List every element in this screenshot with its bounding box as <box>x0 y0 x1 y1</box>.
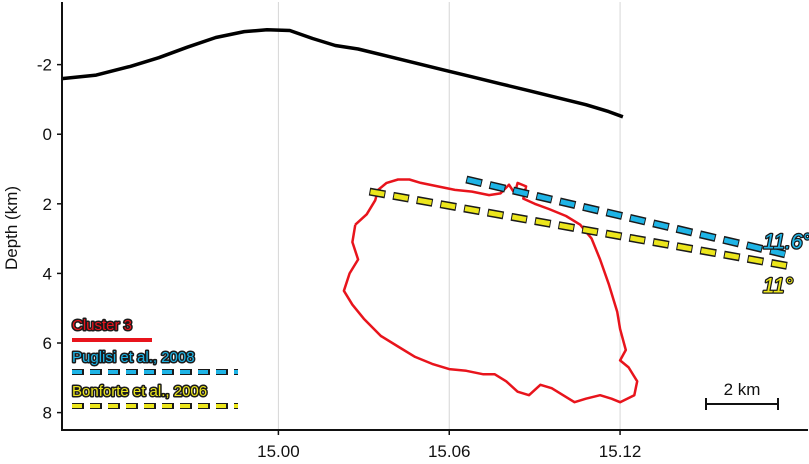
dip-annotations: 11.6° 11° <box>762 229 809 299</box>
y-tick-label: 0 <box>43 125 52 144</box>
dip-angle-label: 11° <box>763 274 793 297</box>
topography-profile <box>61 28 624 119</box>
y-tick-label: -2 <box>37 56 52 75</box>
legend-label: Puglisi et al., 2008 <box>72 349 195 366</box>
x-tick-label: 15.00 <box>257 442 300 461</box>
y-tick-label: 4 <box>43 264 52 283</box>
scale-bar-label: 2 km <box>724 380 761 399</box>
dip-angle-label: 11.6° <box>763 230 809 253</box>
series-dashed-line <box>369 189 792 269</box>
y-axis-title: Depth (km) <box>2 186 21 270</box>
y-tick-label: 6 <box>43 334 52 353</box>
legend: Cluster 3 Puglisi et al., 2008 Bonforte et… <box>71 316 238 409</box>
grid <box>277 2 621 430</box>
y-tick-label: 8 <box>43 404 52 423</box>
topography-line <box>61 28 624 119</box>
legend-label: Cluster 3 <box>72 317 132 334</box>
series-cluster-3 <box>342 178 639 404</box>
y-tick-label: 2 <box>43 195 52 214</box>
legend-label: Bonforte et al., 2006 <box>72 383 207 400</box>
tick-labels: 15.00 15.06 15.12 -2 0 2 4 6 8 <box>37 56 641 461</box>
x-tick-label: 15.06 <box>428 442 471 461</box>
scale-bar: 2 km <box>705 380 779 410</box>
series-dashed-line <box>465 177 786 257</box>
x-tick-label: 15.12 <box>599 442 642 461</box>
series-lines <box>342 175 792 404</box>
axes <box>61 2 808 431</box>
